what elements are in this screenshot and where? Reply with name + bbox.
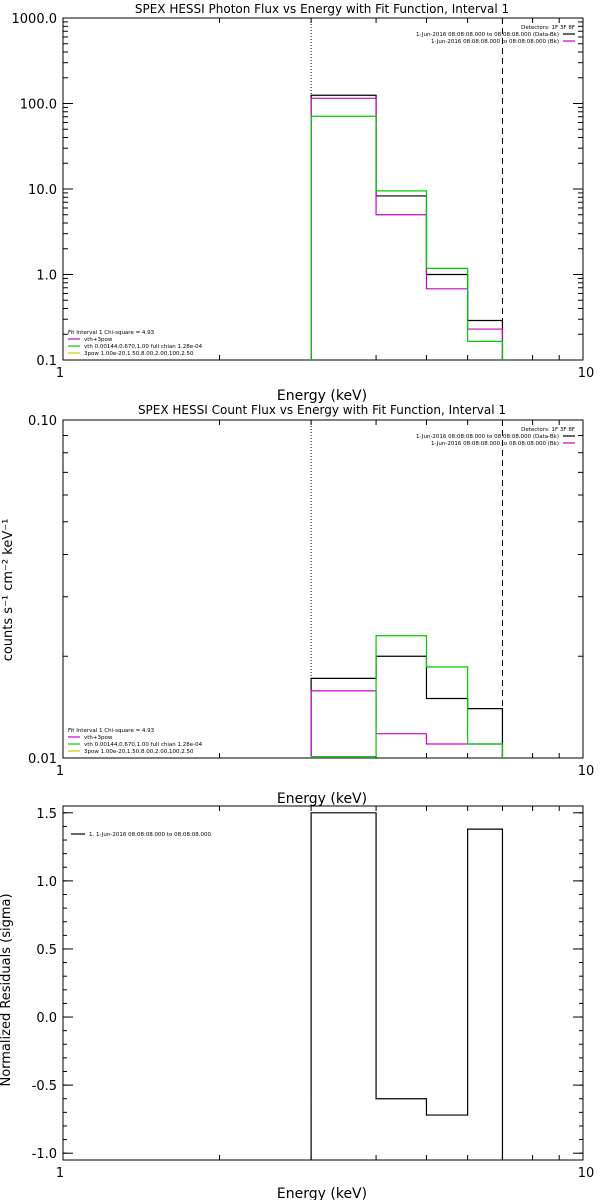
photon-legend-top-text: Detectors: 1F 3F 8F: [521, 25, 575, 31]
photon-series-green: [310, 115, 504, 360]
photon-legend-bottom-text: vth+3pow: [84, 337, 113, 343]
count-legend-bottom-text: Fit Interval 1 Chi-square = 4.93: [68, 728, 155, 734]
resid-y-tick-label: -0.5: [32, 1079, 57, 1094]
residuals-ylabel: Normalized Residuals (sigma): [0, 893, 14, 1086]
count-legend-bottom-text: 3pow 1.00e-20,1.50,8.00,2.00,100,2.50: [84, 749, 194, 755]
photon-x-tick-label: 10: [578, 366, 595, 381]
photon-y-tick-label: 100.0: [20, 98, 57, 113]
count-y-tick-label: 0.01: [28, 752, 57, 767]
count-flux-panel: SPEX HESSI Count Flux vs Energy with Fit…: [1, 403, 594, 807]
resid-y-tick-label: 1.5: [36, 807, 57, 822]
photon-y-tick-label: 1000.0: [12, 12, 58, 27]
count-flux-title: SPEX HESSI Count Flux vs Energy with Fit…: [138, 403, 506, 417]
photon-plot-frame: [62, 17, 584, 361]
photon-flux-xlabel: Energy (keV): [277, 388, 367, 404]
resid-legend-text: 1. 1-Jun-2016 08:08:08.000 to 08:08:08.0…: [89, 832, 212, 838]
count-flux-ylabel: counts s⁻¹ cm⁻² keV⁻¹: [1, 519, 16, 662]
photon-y-tick-label: 0.1: [36, 354, 57, 369]
resid-series-black: [310, 812, 504, 1160]
resid-y-tick-label: 0.0: [36, 1011, 57, 1026]
photon-y-tick-label: 10.0: [28, 183, 57, 198]
photon-legend-bottom-text: 3pow 1.00e-20,1.50,8.00,2.00,100,2.50: [84, 351, 194, 357]
photon-flux-title: SPEX HESSI Photon Flux vs Energy with Fi…: [135, 2, 509, 16]
resid-plot-frame: [62, 805, 584, 1161]
count-y-tick-label: 0.10: [28, 414, 57, 429]
count-series-green: [310, 635, 504, 758]
resid-y-tick-label: 1.0: [36, 875, 57, 890]
count-flux-xlabel: Energy (keV): [277, 791, 367, 807]
count-series-magenta: [310, 690, 504, 758]
count-legend-bottom-text: vth+3pow: [84, 735, 113, 741]
count-legend-top-text: Detectors: 1F 3F 8F: [521, 427, 575, 433]
count-series-black: [310, 655, 504, 758]
count-plot-frame: [62, 419, 584, 759]
photon-legend-top-text: 1-Jun-2016 08:08:08.000 to 08:08:08.000 …: [431, 39, 559, 45]
resid-y-tick-label: 0.5: [36, 943, 57, 958]
residuals-xlabel: Energy (keV): [277, 1186, 367, 1200]
residuals-panel: Energy (keV) Normalized Residuals (sigma…: [0, 805, 595, 1200]
count-legend-bottom-text: vth 0.00144,0.670,1.00 full chian 1.28e-…: [84, 742, 203, 748]
count-x-tick-label: 1: [56, 764, 64, 779]
photon-flux-panel: SPEX HESSI Photon Flux vs Energy with Fi…: [12, 2, 595, 404]
count-legend-top-text: 1-Jun-2016 08:08:08.000 to 08:08:08.000 …: [431, 441, 559, 447]
photon-y-tick-label: 1.0: [36, 269, 57, 284]
resid-y-tick-label: -1.0: [32, 1147, 57, 1162]
count-x-tick-label: 10: [578, 764, 595, 779]
photon-series-black: [310, 94, 504, 360]
resid-x-tick-label: 10: [578, 1166, 595, 1181]
photon-legend-bottom-text: Fit Interval 1 Chi-square = 4.93: [68, 330, 155, 336]
photon-x-tick-label: 1: [56, 366, 64, 381]
count-legend-top-text: 1-Jun-2016 08:08:08.000 to 08:08:08.000 …: [416, 434, 559, 440]
resid-x-tick-label: 1: [56, 1166, 64, 1181]
photon-legend-bottom-text: vth 0.00144,0.670,1.00 full chian 1.28e-…: [84, 344, 203, 350]
photon-legend-top-text: 1-Jun-2016 08:08:08.000 to 08:08:08.000 …: [416, 32, 559, 38]
